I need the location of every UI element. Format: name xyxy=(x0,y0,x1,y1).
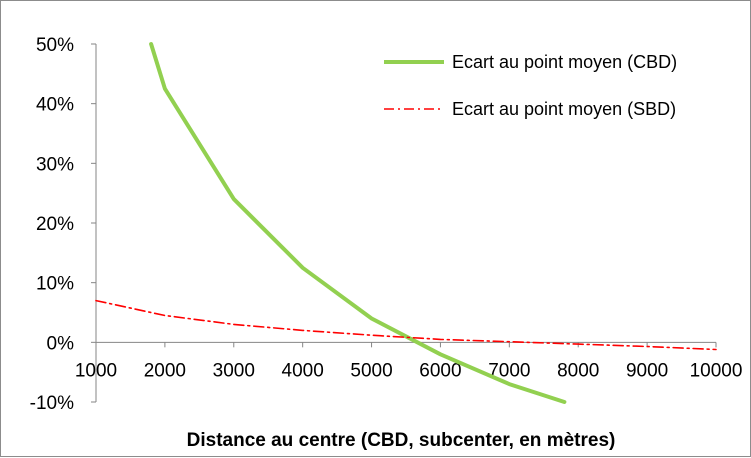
x-tick-label: 6000 xyxy=(419,360,461,381)
axes: -10% 0% 10% 20% 30% 40% 50% 1000 2000 3000 4000 500… xyxy=(30,35,743,414)
y-tick-label: 30% xyxy=(36,154,74,175)
y-tick-label: 10% xyxy=(36,274,74,295)
x-tick-label: 8000 xyxy=(557,360,599,381)
x-tick-label: 1000 xyxy=(75,360,117,381)
x-tick-label: 3000 xyxy=(213,360,255,381)
y-tick-label: 40% xyxy=(36,95,74,116)
y-tick-label: 0% xyxy=(47,333,75,354)
x-tick-label: 10000 xyxy=(690,360,743,381)
x-tick-label: 7000 xyxy=(488,360,530,381)
x-tick-label: 4000 xyxy=(282,360,324,381)
series-lines xyxy=(95,42,717,404)
series-line-cbd xyxy=(149,42,567,404)
legend: Ecart au point moyen (CBD) Ecart au point… xyxy=(384,52,677,119)
x-tick-label: 5000 xyxy=(350,360,392,381)
series-line-sbd xyxy=(95,299,717,351)
x-tick-label: 2000 xyxy=(144,360,186,381)
y-tick-label: 20% xyxy=(36,214,74,235)
x-axis-title: Distance au centre (CBD, subcenter, en m… xyxy=(187,430,616,451)
legend-label-cbd: Ecart au point moyen (CBD) xyxy=(452,52,677,72)
y-tick-label: 50% xyxy=(36,35,74,56)
y-tick-label: -10% xyxy=(30,393,74,414)
x-tick-label: 9000 xyxy=(626,360,668,381)
legend-label-sbd: Ecart au point moyen (SBD) xyxy=(452,99,676,119)
